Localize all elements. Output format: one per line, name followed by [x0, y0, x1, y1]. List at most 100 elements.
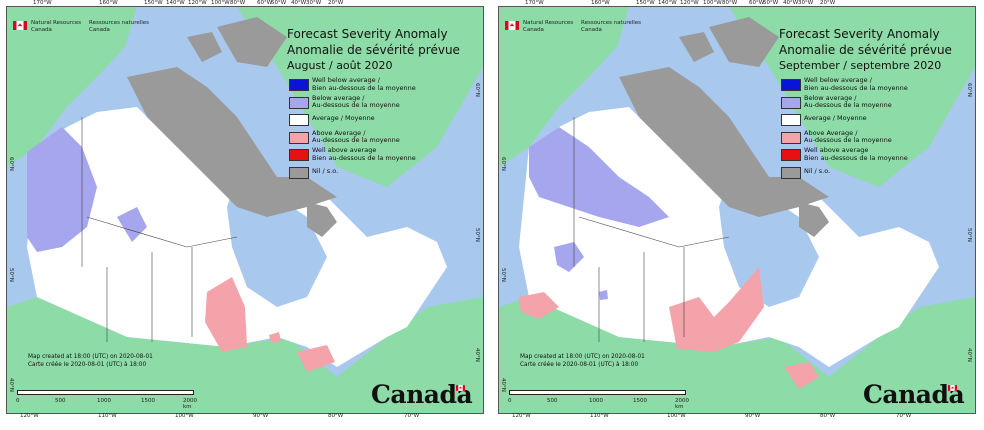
title-fr: Anomalie de sévérité prévue: [779, 43, 952, 57]
legend-label-en: Above Average /: [312, 128, 366, 137]
longitude-label: 100°W: [175, 413, 194, 419]
scale-label: 0: [16, 398, 20, 404]
legend-label-en: Well above average: [312, 146, 377, 154]
longitude-label: 40°W: [291, 0, 307, 6]
credit-en: Map created at 18:00 (UTC) on 2020-08-01: [28, 354, 153, 360]
longitude-label: 50°W: [271, 0, 287, 6]
longitude-label: 100°W: [703, 0, 722, 6]
legend-label-en: Well below average /: [312, 76, 380, 84]
longitude-label: 20°W: [328, 0, 344, 6]
legend-label-en: Above Average /: [804, 128, 858, 137]
scale-label: 2000 km: [675, 398, 689, 410]
legend-label-fr: Bien au-dessous de la moyenne: [804, 83, 908, 92]
map-canvas: [499, 7, 975, 413]
credit-fr: Carte créée le 2020-08-01 (UTC) à 18:00: [520, 362, 639, 368]
longitude-label: 30°W: [306, 0, 322, 6]
scale-label: 0: [508, 398, 512, 404]
legend-label-fr: Bien au-dessous de la moyenne: [804, 153, 908, 162]
agency-fr-line1: Ressources naturelles: [89, 20, 150, 26]
agency-fr-line2: Canada: [581, 27, 602, 33]
longitude-label: 120°W: [188, 0, 207, 6]
latitude-label: 50°N: [474, 228, 480, 242]
title-en: Forecast Severity Anomaly: [779, 27, 940, 41]
latitude-label: 60°N: [966, 83, 972, 97]
agency-fr-line1: Ressources naturelles: [581, 20, 642, 26]
map-panel-august: Natural Resources Canada Ressources natu…: [6, 6, 484, 414]
agency-en-line2: Canada: [31, 27, 52, 33]
longitude-label: 80°W: [328, 413, 344, 419]
legend-label-fr: Bien au-dessous de la moyenne: [312, 83, 416, 92]
longitude-label: 160°W: [99, 0, 118, 6]
scale-label: 500: [55, 398, 66, 404]
legend-swatch: [781, 79, 801, 91]
title-period: August / août 2020: [287, 59, 393, 72]
agency-name-en: Natural Resources Canada: [523, 20, 573, 34]
longitude-label: 80°W: [230, 0, 246, 6]
agency-en-line1: Natural Resources: [523, 20, 574, 26]
longitude-label: 160°W: [591, 0, 610, 6]
legend-swatch: [289, 114, 309, 126]
agency-fr-line2: Canada: [89, 27, 110, 33]
legend-label-en: Average / Moyenne: [312, 114, 375, 122]
canada-flag-icon: [456, 385, 465, 391]
legend-swatch: [289, 96, 309, 109]
scale-label: 1500: [633, 398, 647, 404]
latitude-label: 50°N: [500, 268, 506, 282]
longitude-label: 80°W: [820, 413, 836, 419]
map-title: Forecast Severity Anomaly Anomalie de sé…: [779, 26, 973, 73]
title-fr: Anomalie de sévérité prévue: [287, 43, 460, 57]
scale-label: 500: [547, 398, 558, 404]
longitude-label: 140°W: [166, 0, 185, 6]
legend-label-fr: Bien au-dessous de la moyenne: [312, 153, 416, 162]
longitude-label: 20°W: [820, 0, 836, 6]
legend-label-en: Well below average /: [804, 76, 872, 84]
title-period: September / septembre 2020: [779, 59, 942, 72]
agency-name-en: Natural Resources Canada: [31, 20, 81, 34]
latitude-label: 40°N: [474, 348, 480, 362]
latitude-label: 60°N: [8, 157, 14, 171]
legend-swatch: [781, 149, 801, 161]
latitude-label: 60°N: [474, 83, 480, 97]
agency-name-fr: Ressources naturelles Canada: [89, 20, 149, 34]
scale-label: 1000: [97, 398, 111, 404]
legend-label-en: Nil / s.o.: [312, 166, 339, 175]
legend-label-en: Below average /: [312, 93, 365, 102]
bottom-longitude-labels-left: 120°W 110°W 100°W 90°W 80°W 70°W: [6, 413, 482, 427]
longitude-label: 70°W: [404, 413, 420, 419]
map-canvas: [7, 7, 483, 413]
longitude-label: 90°W: [253, 413, 269, 419]
credit-en: Map created at 18:00 (UTC) on 2020-08-01: [520, 354, 645, 360]
longitude-label: 120°W: [680, 0, 699, 6]
legend-label-fr: Au-dessous de la moyenne: [804, 136, 892, 144]
map-panel-september: Natural Resources Canada Ressources natu…: [498, 6, 976, 414]
longitude-label: 80°W: [722, 0, 738, 6]
longitude-label: 170°W: [525, 0, 544, 6]
latitude-label: 40°N: [500, 378, 506, 392]
legend-swatch: [289, 166, 309, 179]
longitude-label: 140°W: [658, 0, 677, 6]
legend-label-fr: Au-dessous de la moyenne: [312, 101, 400, 109]
scale-bar: 0 500 1000 1500 2000 km: [508, 388, 689, 410]
longitude-label: 110°W: [590, 413, 609, 419]
legend-swatch: [781, 131, 801, 144]
longitude-label: 150°W: [636, 0, 655, 6]
bottom-longitude-labels-right: 120°W 110°W 100°W 90°W 80°W 70°W: [498, 413, 974, 427]
longitude-label: 170°W: [33, 0, 52, 6]
longitude-label: 30°W: [798, 0, 814, 6]
longitude-label: 100°W: [211, 0, 230, 6]
agency-en-line1: Natural Resources: [31, 20, 82, 26]
agency-name-fr: Ressources naturelles Canada: [581, 20, 641, 34]
legend-label-en: Average / Moyenne: [804, 114, 867, 122]
canada-flag-icon: [948, 385, 957, 391]
longitude-label: 60°W: [749, 0, 765, 6]
scale-label: 1000: [589, 398, 603, 404]
title-en: Forecast Severity Anomaly: [287, 27, 448, 41]
map-title: Forecast Severity Anomaly Anomalie de sé…: [287, 26, 481, 73]
legend-label-en: Well above average: [804, 146, 869, 154]
legend-label-en: Below average /: [804, 93, 857, 102]
scale-bar: 0 500 1000 1500 2000 km: [16, 388, 197, 410]
longitude-label: 100°W: [667, 413, 686, 419]
map-credit: Map created at 18:00 (UTC) on 2020-08-01…: [28, 353, 153, 369]
longitude-label: 60°W: [257, 0, 273, 6]
top-longitude-labels-right: 170°W 160°W 150°W 140°W 120°W 100°W 80°W…: [498, 0, 974, 8]
